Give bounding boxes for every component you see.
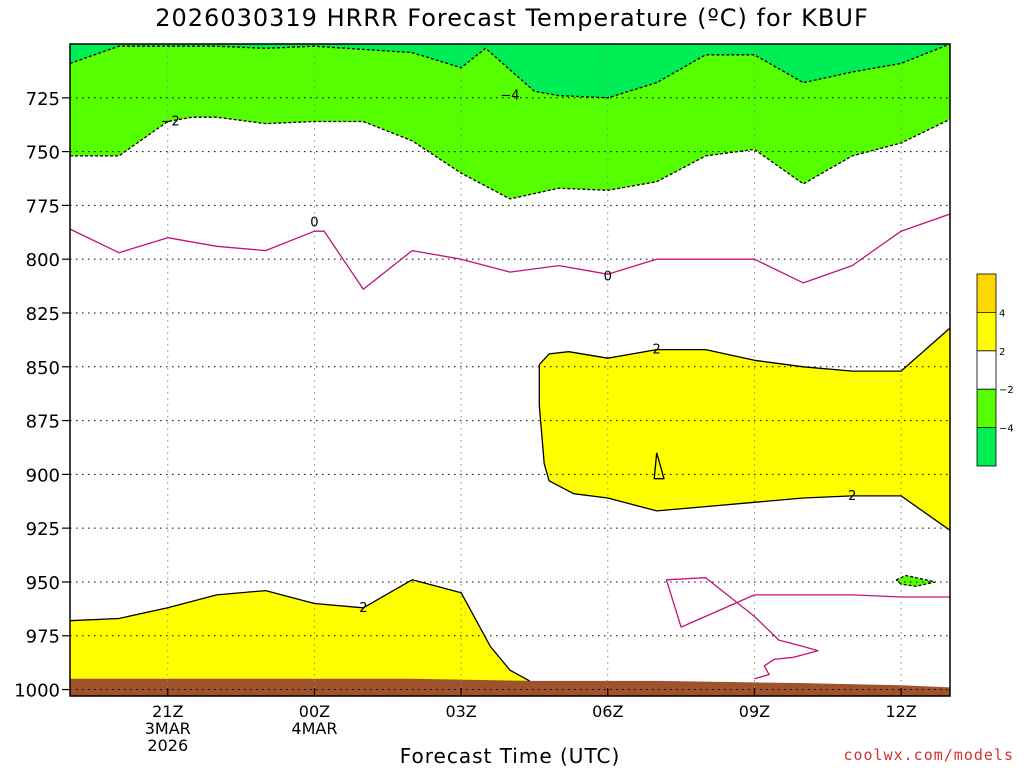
y-tick-label-850: 850 bbox=[26, 358, 60, 379]
contour-minus4-line bbox=[70, 44, 950, 99]
contour-label-4: 2 bbox=[653, 343, 661, 358]
region-green-minus2-to-minus4 bbox=[70, 44, 950, 199]
colorbar-swatch-3 bbox=[977, 312, 996, 351]
y-tick-label-800: 800 bbox=[26, 250, 60, 271]
contour-label-2: 0 bbox=[310, 216, 318, 231]
region-yellow-lower bbox=[70, 579, 530, 690]
y-tick-label-1000: 1000 bbox=[14, 681, 60, 702]
x-tick-label-21Z-1: 3MAR bbox=[145, 719, 191, 738]
y-tick-label-900: 900 bbox=[26, 465, 60, 486]
contour-label-6: 2 bbox=[848, 489, 856, 504]
y-axis: 725 750 775 800 825 850 875 900 925 950 975 1000 bbox=[14, 89, 70, 702]
y-tick-label-925: 925 bbox=[26, 519, 60, 540]
contour-zero-line-lower bbox=[665, 577, 950, 680]
colorbar-tick-label--4: −4 bbox=[999, 424, 1014, 435]
x-tick-label-09Z-0: 09Z bbox=[739, 702, 770, 721]
contour-label-1: −4 bbox=[500, 89, 519, 104]
y-tick-label-775: 775 bbox=[26, 196, 60, 217]
y-tick-label-825: 825 bbox=[26, 304, 60, 325]
contour-minus2-small-blob bbox=[895, 574, 936, 587]
contour-zero-line bbox=[70, 213, 950, 290]
contour-plus2-small-spike bbox=[653, 452, 665, 480]
contour-plus2-upper bbox=[538, 327, 950, 372]
plot-frame bbox=[69, 43, 951, 697]
contour-label-3: 0 bbox=[604, 269, 612, 284]
x-tick-label-00Z-0: 00Z bbox=[299, 702, 330, 721]
contour-plus2-upper-bottom bbox=[538, 364, 950, 531]
contour-line-layer bbox=[70, 44, 950, 682]
region-ground bbox=[70, 678, 950, 696]
contour-label-layer: −2 −4 0 0 2 2 2 bbox=[161, 89, 857, 616]
y-tick-label-725: 725 bbox=[26, 89, 60, 110]
contour-label-0: −2 bbox=[161, 114, 180, 129]
y-tick-label-750: 750 bbox=[26, 143, 60, 164]
contour-plus2-lower bbox=[70, 579, 530, 682]
colorbar-tick-label-2: 2 bbox=[999, 347, 1005, 358]
source-credit: coolwx.com/models bbox=[843, 746, 1014, 764]
region-yellow-upper bbox=[539, 328, 950, 531]
colorbar-frame bbox=[976, 273, 997, 467]
y-tick-label-875: 875 bbox=[26, 412, 60, 433]
y-tick-label-950: 950 bbox=[26, 573, 60, 594]
x-tick-label-21Z-0: 21Z bbox=[152, 702, 183, 721]
contour-minus2-line bbox=[70, 116, 950, 200]
colorbar-swatch-4 bbox=[977, 274, 996, 313]
filled-contour-layer bbox=[70, 44, 950, 696]
x-tick-label-03Z-0: 03Z bbox=[445, 702, 476, 721]
chart-title: 2026030319 HRRR Forecast Temperature (ºC… bbox=[155, 4, 869, 32]
x-tick-label-06Z-0: 06Z bbox=[592, 702, 623, 721]
y-tick-label-975: 975 bbox=[26, 627, 60, 648]
colorbar-swatch-0 bbox=[977, 427, 996, 466]
colorbar-swatch-2 bbox=[977, 350, 996, 390]
x-tick-label-12Z-0: 12Z bbox=[885, 702, 916, 721]
colorbar-tick-label--2: −2 bbox=[999, 385, 1014, 396]
x-tick-label-21Z-2: 2026 bbox=[147, 736, 188, 755]
x-tick-label-00Z-1: 4MAR bbox=[291, 719, 337, 738]
contour-label-5: 2 bbox=[359, 601, 367, 616]
colorbar-tick-label-4: 4 bbox=[999, 308, 1005, 319]
colorbar-swatch-1 bbox=[977, 389, 996, 428]
region-green-below-minus4 bbox=[70, 44, 950, 98]
x-axis-label: Forecast Time (UTC) bbox=[399, 744, 621, 768]
colorbar: −4 −2 2 4 bbox=[976, 273, 1014, 467]
